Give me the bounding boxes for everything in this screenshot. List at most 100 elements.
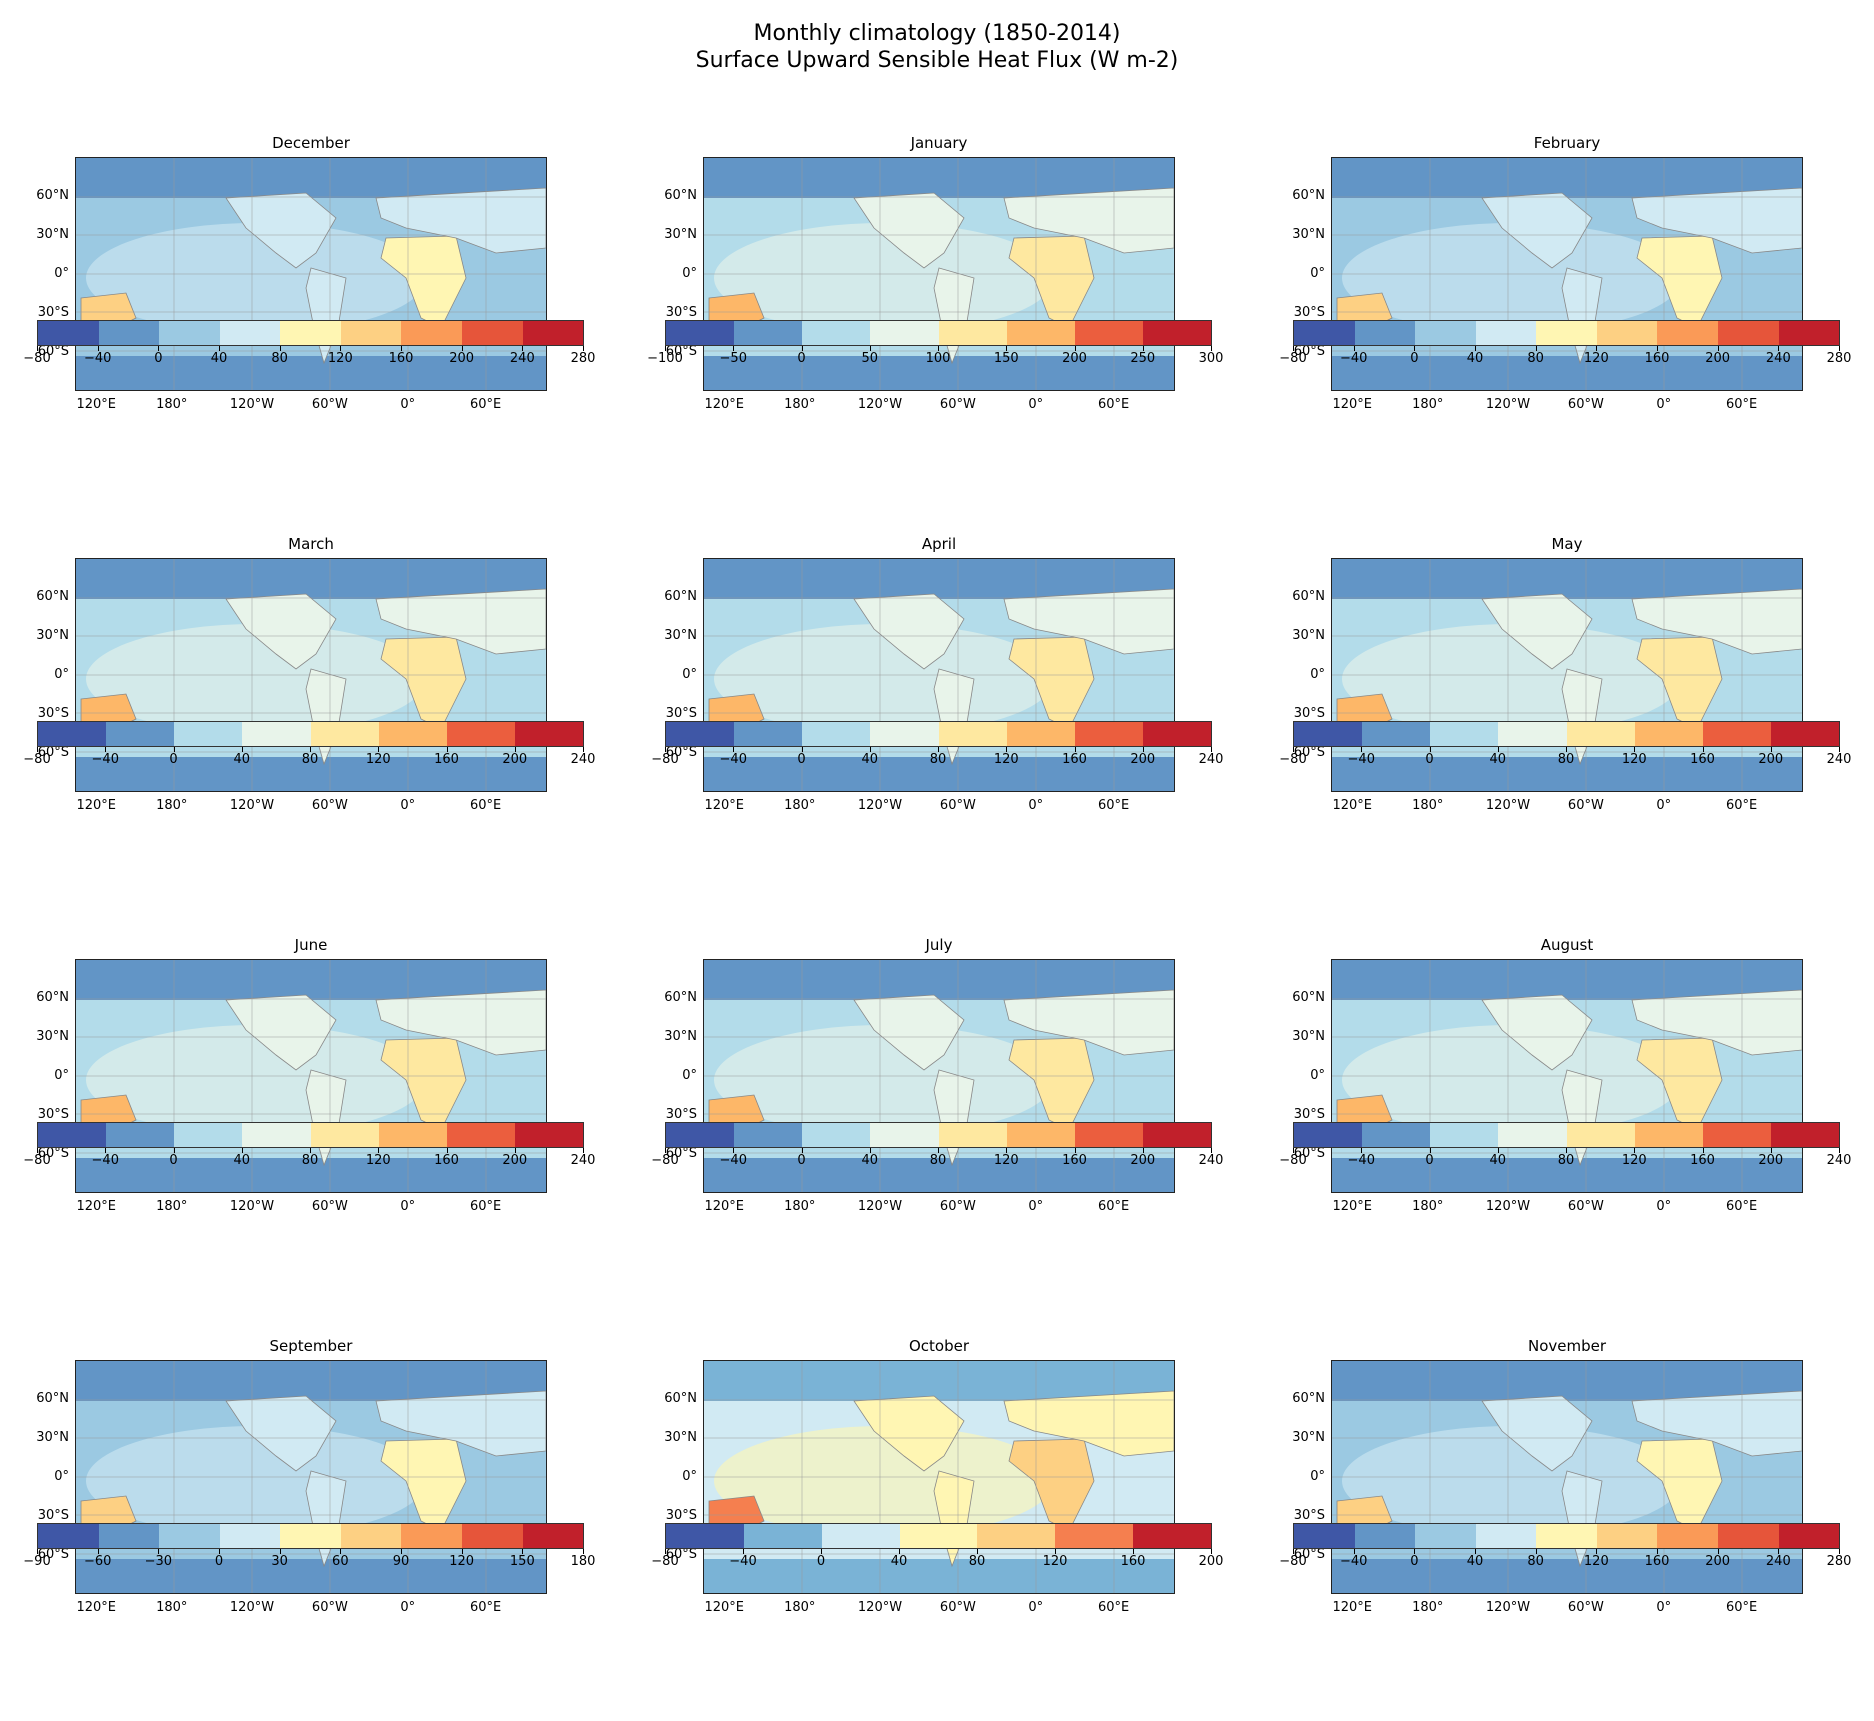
colorbar-segment	[1596, 1524, 1658, 1548]
colorbar-tick-label: 40	[1466, 1554, 1484, 1569]
colorbar-segment	[401, 1524, 462, 1548]
lat-tick-label: 30°S	[37, 304, 69, 320]
colorbar-segment	[870, 722, 939, 746]
colorbar-tick-mark	[1839, 346, 1840, 351]
colorbar-tick-label: 240	[1826, 1153, 1852, 1168]
colorbar-tick-label: 120	[1583, 1554, 1609, 1569]
lon-tick-label: 60°E	[1097, 1600, 1130, 1615]
lon-tick-label: 0°	[400, 1600, 416, 1615]
colorbar-tick-label: −80	[651, 1153, 679, 1168]
lat-tick-label: 0°	[1310, 1068, 1325, 1083]
colorbar-tick-mark	[401, 1549, 402, 1554]
colorbar-tick-mark	[1353, 1549, 1355, 1554]
eurasia	[1631, 989, 1802, 1056]
lon-tick-label: 60°W	[311, 1199, 348, 1214]
colorbar-tick-mark	[1839, 1148, 1840, 1153]
colorbar-tick-mark	[310, 747, 311, 752]
colorbar-segment	[219, 1524, 281, 1548]
colorbar-segment	[1294, 321, 1355, 345]
lat-tick-label: 30°N	[1292, 1430, 1325, 1446]
colorbar-segment	[870, 1123, 939, 1147]
south-america	[933, 267, 975, 365]
lon-tick-label: 120°W	[229, 798, 275, 813]
lat-tick-label: 0°	[54, 1068, 69, 1083]
colorbar-tick-label: 160	[1690, 1153, 1715, 1168]
colorbar-tick-label: 120	[365, 1153, 391, 1168]
colorbar-segment	[1074, 722, 1143, 746]
colorbar-segment	[522, 321, 584, 345]
lon-tick-label: 60°E	[469, 1600, 502, 1615]
colorbar-tick-label: 200	[502, 1153, 528, 1168]
arctic-band	[1332, 960, 1802, 1000]
lat-tick-label: 30°S	[665, 304, 697, 320]
lat-tick-label: 60°S	[1293, 344, 1325, 360]
colorbar-tick-mark	[938, 1148, 939, 1153]
colorbar-tick-label: 120	[1042, 1554, 1068, 1569]
lat-tick-label: 60°S	[1293, 745, 1325, 761]
colorbar-tick-label: 80	[968, 1554, 986, 1569]
colorbar-tick-label: 120	[1583, 351, 1609, 366]
colorbar-segment	[1536, 1524, 1597, 1548]
lon-tick-label: 0°	[1028, 798, 1044, 813]
colorbar-tick-mark	[869, 747, 871, 752]
colorbar-segment	[1415, 321, 1476, 345]
colorbar-segment	[514, 722, 583, 746]
colorbar-tick-label: 200	[1062, 351, 1087, 366]
lat-tick-label: 0°	[1310, 667, 1325, 682]
arctic-band	[76, 1361, 546, 1401]
colorbar-segment	[666, 1123, 735, 1147]
colorbar-tick-mark	[1429, 1148, 1431, 1153]
lat-tick-label: 0°	[1310, 266, 1325, 281]
colorbar-tick-label: 40	[1489, 1153, 1507, 1168]
lon-tick-label: 0°	[1656, 798, 1672, 813]
colorbar-tick-mark	[733, 346, 735, 351]
subtropic-ocean	[1342, 1025, 1682, 1135]
lat-tick-label: 60°N	[36, 990, 69, 1006]
colorbar-segment	[1778, 1524, 1840, 1548]
lat-tick-label: 60°N	[36, 589, 69, 605]
colorbar-segment	[1634, 722, 1703, 746]
colorbar-tick-label: 0	[797, 752, 806, 767]
colorbar-segment	[938, 722, 1007, 746]
lon-tick-label: 60°W	[1567, 1600, 1604, 1615]
lat-tick-label: 60°N	[1292, 990, 1325, 1006]
colorbar-tick-mark	[801, 346, 803, 351]
colorbar-segment	[159, 321, 220, 345]
lon-tick-label: 180°	[784, 1199, 816, 1214]
colorbar-tick-label: −30	[144, 1554, 173, 1569]
colorbar-tick-mark	[378, 747, 380, 752]
colorbar-tick-mark	[1133, 1549, 1134, 1554]
colorbar	[1293, 1523, 1840, 1549]
colorbar-tick-mark	[1074, 747, 1076, 752]
colorbar-segment	[242, 722, 311, 746]
colorbar-segment	[461, 321, 523, 345]
lat-tick-label: 60°S	[37, 344, 69, 360]
lon-tick-label: 120°E	[1332, 397, 1372, 412]
colorbar-segment	[514, 1123, 583, 1147]
colorbar	[37, 1523, 584, 1549]
colorbar-segment	[98, 321, 160, 345]
colorbar-tick-mark	[665, 346, 666, 351]
colorbar-tick-mark	[1634, 747, 1636, 752]
map-panel	[75, 558, 547, 792]
lat-tick-label: 0°	[1310, 1469, 1325, 1484]
colorbar-segment	[1354, 321, 1416, 345]
arctic-band	[704, 559, 1174, 599]
colorbar-tick-mark	[1770, 1148, 1772, 1153]
colorbar-tick-mark	[1566, 747, 1567, 752]
colorbar-tick-label: 240	[1198, 752, 1224, 767]
colorbar-tick-label: 0	[214, 1554, 224, 1569]
colorbar-tick-mark	[97, 1549, 99, 1554]
colorbar-tick-mark	[1293, 1148, 1294, 1153]
colorbar	[665, 1122, 1212, 1148]
colorbar-tick-label: 240	[1765, 351, 1791, 366]
figure-title-line2: Surface Upward Sensible Heat Flux (W m-2…	[695, 48, 1179, 73]
lat-tick-label: 30°S	[37, 705, 69, 721]
colorbar-tick-mark	[219, 346, 220, 351]
lon-tick-label: 60°E	[1097, 798, 1130, 813]
colorbar-segment	[1657, 1524, 1718, 1548]
lat-tick-label: 30°N	[1292, 227, 1325, 243]
colorbar-segment	[1770, 722, 1839, 746]
panel-title: February	[1533, 134, 1601, 152]
